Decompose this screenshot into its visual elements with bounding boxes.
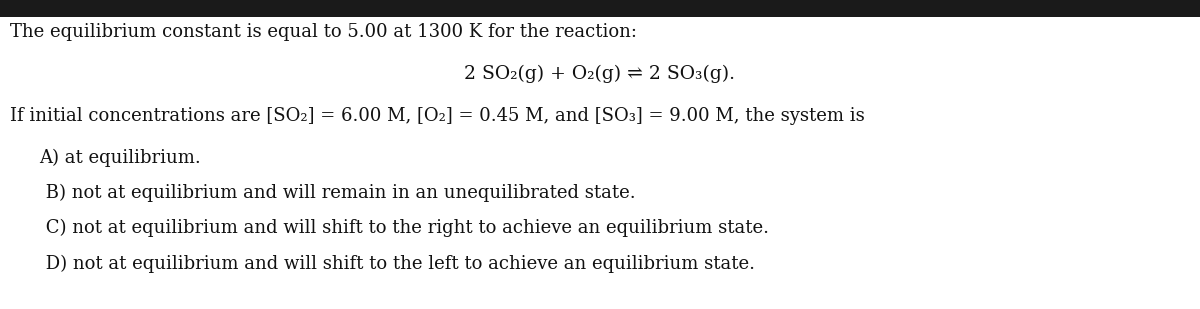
Text: 2 SO₂(g) + O₂(g) ⇌ 2 SO₃(g).: 2 SO₂(g) + O₂(g) ⇌ 2 SO₃(g). — [464, 65, 736, 83]
Text: B) not at equilibrium and will remain in an unequilibrated state.: B) not at equilibrium and will remain in… — [40, 184, 635, 202]
Text: D) not at equilibrium and will shift to the left to achieve an equilibrium state: D) not at equilibrium and will shift to … — [40, 255, 755, 273]
Text: If initial concentrations are [SO₂] = 6.00 M, [O₂] = 0.45 M, and [SO₃] = 9.00 M,: If initial concentrations are [SO₂] = 6.… — [10, 107, 864, 125]
Text: C) not at equilibrium and will shift to the right to achieve an equilibrium stat: C) not at equilibrium and will shift to … — [40, 219, 769, 238]
Text: A) at equilibrium.: A) at equilibrium. — [40, 148, 202, 167]
Text: The equilibrium constant is equal to 5.00 at 1300 K for the reaction:: The equilibrium constant is equal to 5.0… — [10, 23, 637, 41]
FancyBboxPatch shape — [0, 0, 1200, 17]
